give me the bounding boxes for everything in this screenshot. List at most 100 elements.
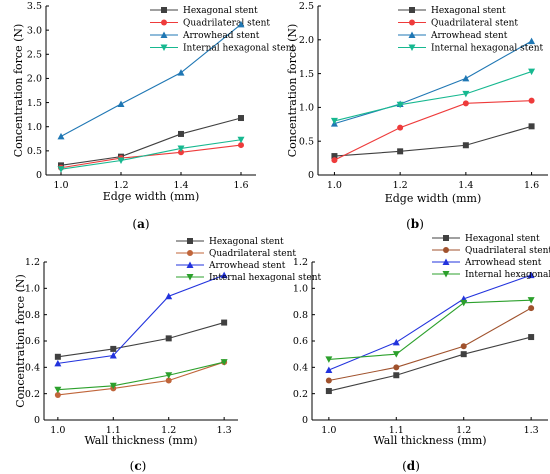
data-point — [331, 153, 338, 160]
series-line — [57, 361, 225, 391]
legend-entry: Internal hexagonal stent — [432, 270, 550, 280]
x-tick-label: 1.1 — [106, 425, 121, 436]
data-point — [117, 100, 125, 108]
data-point — [54, 386, 62, 394]
legend-label: Arrowhead stent — [430, 31, 508, 41]
series-quadrilateral-stent — [325, 305, 535, 384]
y-tick-label: 2.0 — [299, 35, 314, 46]
y-tick-label: 0.6 — [25, 336, 40, 347]
legend-label: Arrowhead stent — [182, 31, 260, 41]
y-tick-label: 0.8 — [293, 310, 308, 321]
y-tick-label: 0.5 — [27, 146, 42, 157]
series-internal-hexagonal-stent — [330, 68, 536, 125]
data-point — [325, 388, 332, 395]
data-point — [460, 343, 467, 350]
data-point — [325, 377, 332, 384]
legend-marker — [160, 44, 168, 51]
data-point — [220, 271, 228, 279]
y-tick-label: 2.5 — [27, 49, 42, 60]
y-tick-label: 0 — [302, 415, 308, 426]
series-internal-hexagonal-stent — [57, 136, 245, 173]
legend-label: Quadrilateral stent — [183, 19, 270, 29]
x-tick-label: 1.1 — [389, 425, 404, 436]
y-tick-label: 2.0 — [27, 74, 42, 85]
data-point — [462, 142, 469, 149]
y-tick-label: 1.5 — [27, 98, 42, 109]
panel-label: (d) — [402, 459, 420, 473]
series-line — [328, 299, 532, 360]
data-point — [460, 351, 467, 358]
x-tick-label: 1.6 — [233, 180, 248, 191]
y-tick-label: 1.0 — [25, 284, 40, 295]
legend-label: Hexagonal stent — [183, 6, 258, 16]
y-tick-label: 0.2 — [25, 389, 40, 400]
y-axis-label: Concentration force (N) — [286, 24, 299, 158]
legend-entry: Arrowhead stent — [432, 258, 542, 268]
y-tick-label: 1.0 — [293, 284, 308, 295]
legend-marker — [161, 7, 167, 13]
legend-entry: Quadrilateral stent — [398, 19, 518, 29]
series-line — [334, 40, 532, 125]
legend-marker — [187, 250, 193, 256]
data-point — [178, 149, 184, 156]
series-line — [334, 71, 532, 122]
series-hexagonal-stent — [325, 334, 535, 395]
legend-marker — [160, 31, 168, 38]
legend-entry: Hexagonal stent — [150, 6, 258, 16]
y-axis-label: Concentration force (N) — [12, 24, 25, 158]
series-line — [60, 117, 242, 166]
legend-entry: Hexagonal stent — [176, 237, 284, 247]
chart-panel-c: 0 0.2 0.4 0.6 0.8 1.0 1.2 1.0 1.1 1.2 1.3 Wall thic… — [14, 237, 322, 473]
x-axis-label: Wall thickness (mm) — [84, 434, 197, 447]
data-point — [220, 359, 228, 366]
data-point — [165, 292, 173, 300]
y-tick-label: 0.2 — [293, 389, 308, 400]
legend-marker — [443, 247, 449, 253]
legend-marker — [408, 31, 416, 38]
chart-panel-a: 0 0.5 1.0 1.5 2.0 2.5 3.0 3.5 1.0 1.2 1.4 1.6 Edge w… — [12, 1, 296, 231]
chart-panel-d: 0 0.2 0.4 0.6 0.8 1.0 1.2 1.0 1.1 1.2 1.3 Wall thic… — [293, 234, 550, 473]
data-point — [109, 382, 117, 390]
y-tick-label: 0.6 — [293, 336, 308, 347]
legend-label: Arrowhead stent — [464, 258, 542, 268]
y-tick-label: 2.5 — [299, 1, 314, 12]
series-quadrilateral-stent — [58, 142, 244, 171]
legend-entry: Internal hexagonal stent — [150, 44, 296, 54]
series-hexagonal-stent — [331, 123, 535, 160]
data-point — [528, 37, 536, 45]
y-tick-label: 0.5 — [299, 136, 314, 147]
series-line — [60, 144, 242, 169]
x-tick-label: 1.2 — [113, 180, 128, 191]
y-tick-label: 0.8 — [25, 310, 40, 321]
data-point — [325, 366, 333, 373]
series-line — [328, 274, 532, 371]
y-tick-label: 0.4 — [293, 363, 308, 374]
x-axis-label: Wall thickness (mm) — [373, 434, 486, 447]
data-point — [57, 132, 65, 140]
data-point — [54, 391, 61, 398]
legend-marker — [187, 238, 193, 244]
data-point — [165, 335, 172, 342]
data-point — [528, 305, 535, 312]
data-point — [165, 377, 172, 384]
legend-marker — [443, 235, 449, 241]
series-arrowhead-stent — [57, 20, 245, 140]
legend-entry: Hexagonal stent — [432, 234, 540, 244]
data-point — [330, 117, 338, 125]
series-line — [60, 139, 242, 170]
x-tick-label: 1.0 — [50, 425, 65, 436]
panel-label: (b) — [406, 217, 424, 231]
series-hexagonal-stent — [54, 319, 228, 360]
series-line — [334, 125, 532, 157]
series-quadrilateral-stent — [331, 97, 535, 164]
x-tick-label: 1.2 — [393, 180, 408, 191]
x-tick-label: 1.2 — [161, 425, 176, 436]
data-point — [177, 69, 185, 76]
series-line — [328, 307, 532, 382]
legend-entry: Quadrilateral stent — [176, 249, 296, 259]
legend-label: Quadrilateral stent — [465, 246, 550, 256]
y-axis-label: Concentration force (N) — [14, 274, 27, 408]
data-point — [117, 157, 125, 165]
y-tick-label: 0 — [308, 170, 314, 181]
data-point — [177, 145, 185, 152]
